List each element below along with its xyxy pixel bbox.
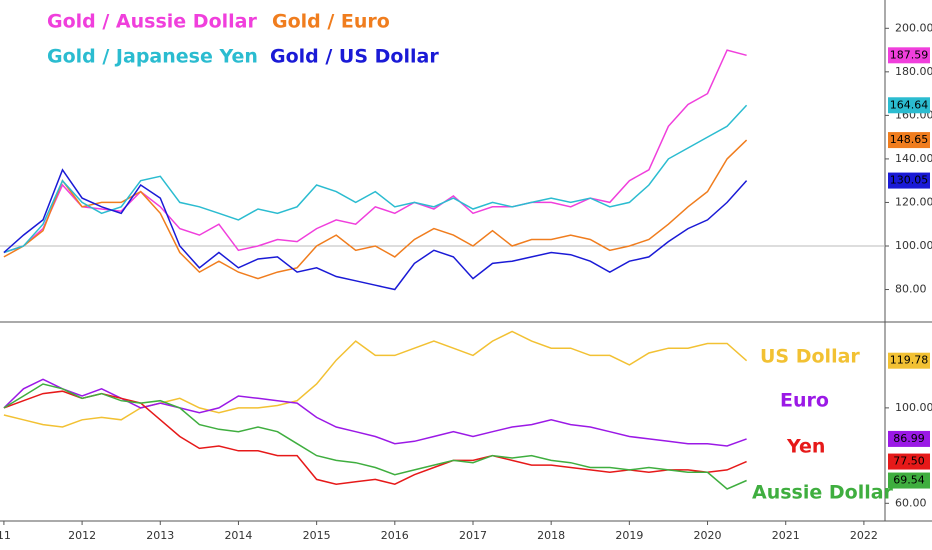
series-line <box>3 104 748 254</box>
legend-label: Euro <box>780 390 829 412</box>
value-label-box <box>888 453 930 470</box>
x-tick-label: 2021 <box>772 529 800 542</box>
x-tick-label: 11 <box>0 529 11 542</box>
value-label-box <box>888 47 930 64</box>
y-tick-label: 100.00 <box>895 239 932 252</box>
y-tick-label: 60.00 <box>895 496 927 509</box>
y-tick-label: 200.00 <box>895 21 932 34</box>
series-line <box>3 390 747 485</box>
value-label: 130.05 <box>890 174 929 187</box>
value-label-box <box>888 430 930 447</box>
value-label-box <box>888 172 930 189</box>
x-tick-label: 2020 <box>694 529 722 542</box>
y-tick-label: 100.00 <box>895 401 932 414</box>
value-label-box <box>888 97 930 114</box>
y-tick-label: 80.00 <box>895 283 927 296</box>
value-label-box <box>888 352 930 369</box>
legend-label: Aussie Dollar <box>752 482 894 504</box>
value-label: 86.99 <box>893 432 925 445</box>
value-label: 148.65 <box>890 133 929 146</box>
series-line <box>3 383 747 490</box>
y-tick-label: 120.00 <box>895 195 932 208</box>
value-label: 119.78 <box>890 354 929 367</box>
x-tick-label: 2022 <box>850 529 878 542</box>
value-label-box <box>888 132 930 149</box>
x-tick-label: 2019 <box>615 529 643 542</box>
value-label: 164.64 <box>890 98 929 111</box>
legend-label: Gold / US Dollar <box>270 46 439 68</box>
value-label: 69.54 <box>893 474 925 487</box>
legend-label: Yen <box>786 436 825 458</box>
series-line <box>3 330 748 428</box>
value-label: 187.59 <box>890 48 929 61</box>
legend-label: Gold / Euro <box>272 11 390 33</box>
x-tick-label: 2016 <box>381 529 409 542</box>
x-tick-label: 2015 <box>303 529 331 542</box>
series-line <box>3 168 748 291</box>
legend-label: US Dollar <box>760 346 860 368</box>
legend-label: Gold / Aussie Dollar <box>47 11 257 33</box>
y-tick-label: 180.00 <box>895 65 932 78</box>
y-tick-label: 140.00 <box>895 152 932 165</box>
x-tick-label: 2014 <box>224 529 252 542</box>
x-tick-label: 2013 <box>146 529 174 542</box>
x-tick-label: 2017 <box>459 529 487 542</box>
x-tick-label: 2018 <box>537 529 565 542</box>
legend-label: Gold / Japanese Yen <box>47 46 258 68</box>
value-label-box <box>888 472 930 489</box>
value-label: 77.50 <box>893 455 925 468</box>
x-tick-label: 2012 <box>68 529 96 542</box>
